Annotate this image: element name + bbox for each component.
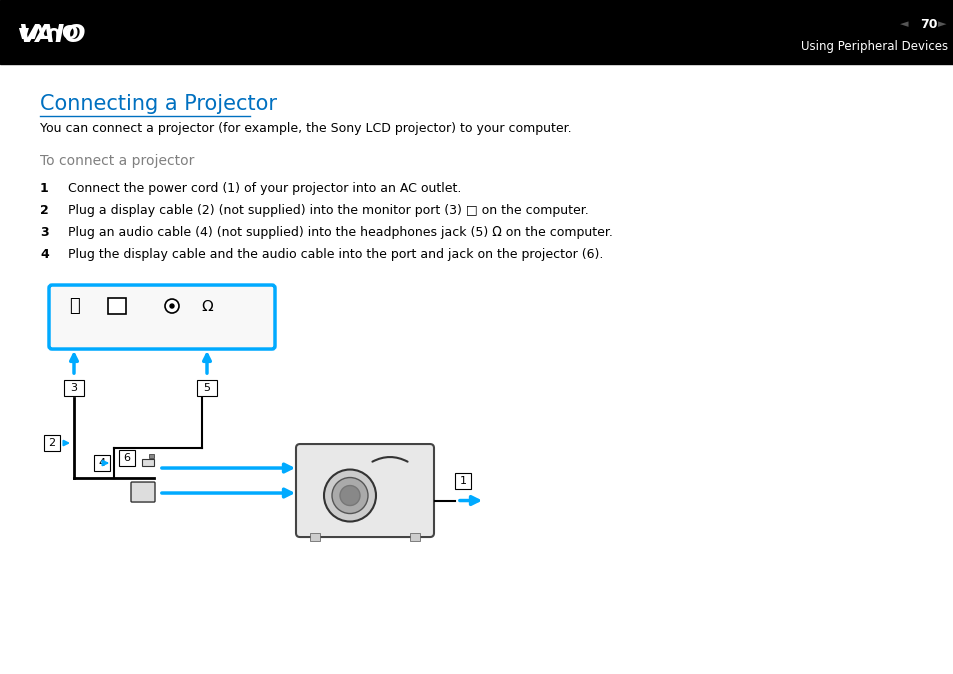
Text: 2: 2 bbox=[40, 204, 49, 217]
Circle shape bbox=[339, 485, 359, 506]
Text: 4: 4 bbox=[98, 458, 106, 468]
Circle shape bbox=[165, 299, 179, 313]
Text: 3: 3 bbox=[40, 226, 49, 239]
Text: 2: 2 bbox=[49, 438, 55, 448]
Text: 70: 70 bbox=[919, 18, 937, 31]
Text: VAIO: VAIO bbox=[18, 23, 86, 47]
Text: 1: 1 bbox=[459, 476, 466, 485]
Text: You can connect a projector (for example, the Sony LCD projector) to your comput: You can connect a projector (for example… bbox=[40, 122, 571, 135]
Bar bbox=[149, 454, 153, 458]
Text: Ω: Ω bbox=[201, 299, 213, 313]
Text: 1: 1 bbox=[40, 182, 49, 195]
Bar bbox=[94, 455, 110, 471]
Text: Plug an audio cable (4) (not supplied) into the headphones jack (5) Ω on the com: Plug an audio cable (4) (not supplied) i… bbox=[68, 226, 612, 239]
Text: 5: 5 bbox=[203, 383, 211, 393]
Bar bbox=[410, 533, 419, 541]
Text: ⌹: ⌹ bbox=[69, 297, 79, 315]
FancyBboxPatch shape bbox=[49, 285, 274, 349]
Text: Plug the display cable and the audio cable into the port and jack on the project: Plug the display cable and the audio cab… bbox=[68, 248, 602, 261]
Text: ∨Λ∩O: ∨Λ∩O bbox=[15, 24, 78, 42]
Bar bbox=[108, 298, 126, 314]
Text: ►: ► bbox=[937, 20, 945, 30]
Text: Plug a display cable (2) (not supplied) into the monitor port (3) □ on the compu: Plug a display cable (2) (not supplied) … bbox=[68, 204, 588, 217]
Circle shape bbox=[170, 304, 173, 308]
Bar bbox=[196, 380, 216, 396]
Bar bbox=[142, 459, 153, 466]
Text: Connect the power cord (1) of your projector into an AC outlet.: Connect the power cord (1) of your proje… bbox=[68, 182, 461, 195]
FancyBboxPatch shape bbox=[295, 444, 434, 537]
Circle shape bbox=[332, 478, 368, 514]
Bar bbox=[310, 533, 319, 541]
FancyBboxPatch shape bbox=[131, 482, 154, 502]
Bar bbox=[119, 450, 135, 466]
Text: Connecting a Projector: Connecting a Projector bbox=[40, 94, 276, 114]
Text: ◄: ◄ bbox=[899, 20, 907, 30]
Bar bbox=[0, 0, 953, 64]
Text: 4: 4 bbox=[40, 248, 49, 261]
Text: 6: 6 bbox=[123, 453, 131, 463]
Bar bbox=[44, 435, 60, 451]
Bar bbox=[64, 380, 84, 396]
Bar bbox=[455, 472, 471, 489]
Text: Using Peripheral Devices: Using Peripheral Devices bbox=[800, 40, 947, 53]
Text: 3: 3 bbox=[71, 383, 77, 393]
Circle shape bbox=[324, 470, 375, 522]
Text: To connect a projector: To connect a projector bbox=[40, 154, 194, 168]
